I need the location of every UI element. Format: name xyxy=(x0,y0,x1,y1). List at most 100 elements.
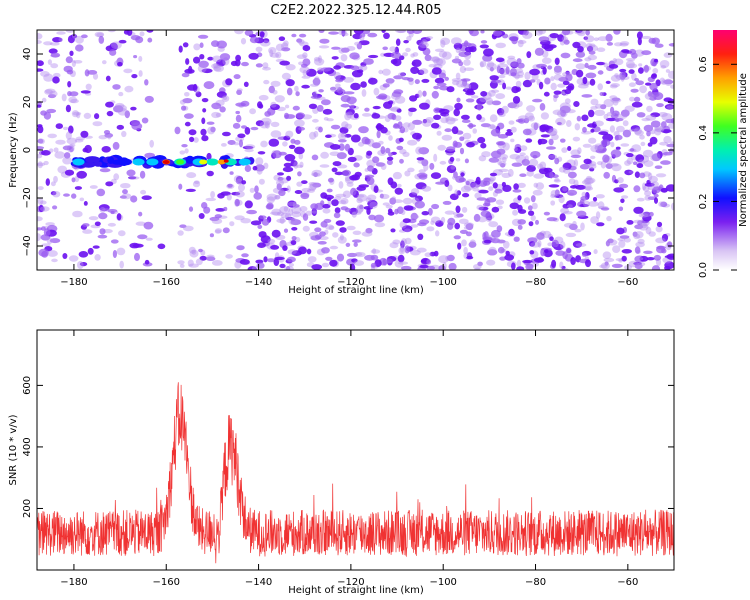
spectrogram-cell xyxy=(41,150,51,156)
spectrogram-cell xyxy=(270,52,280,58)
spectrogram-cell xyxy=(201,135,209,142)
spectrogram-cell xyxy=(211,63,220,69)
spectrogram-cell xyxy=(562,80,570,86)
spectrogram-cell xyxy=(489,172,498,177)
spectrogram-cell xyxy=(249,108,256,115)
spectrogram-cell xyxy=(283,162,293,168)
spectrogram-cell xyxy=(247,266,258,270)
spectrogram-cell xyxy=(402,122,411,128)
spectrogram-cell xyxy=(634,263,643,270)
spectrogram-cell xyxy=(606,215,612,222)
spectrogram-cell xyxy=(646,257,655,261)
spectrogram-cell xyxy=(630,88,639,93)
spectrogram-cell xyxy=(216,91,227,98)
spectrogram-cell xyxy=(65,56,73,64)
spectrogram-cell xyxy=(453,235,461,240)
spectrogram-cell xyxy=(599,92,605,96)
spectrogram-cell xyxy=(322,203,331,209)
spectrogram-cell xyxy=(666,253,674,260)
y-tick-label: −40 xyxy=(22,235,33,256)
spectrogram-cell xyxy=(595,211,601,219)
spectrogram-cell xyxy=(291,206,302,215)
spectrogram-cell xyxy=(135,36,144,44)
spectrogram-cell xyxy=(404,228,411,233)
spectrogram-cell xyxy=(465,223,474,231)
spectrogram-cell xyxy=(418,147,430,155)
spectrogram-cell xyxy=(47,133,57,139)
spectrogram-cell xyxy=(49,90,58,98)
spectrogram-cell xyxy=(455,72,461,80)
spectrogram-cell xyxy=(410,188,420,195)
snr-frame xyxy=(36,329,675,571)
spectrogram-cell xyxy=(330,124,341,130)
colorbar-tick-label: 0.6 xyxy=(698,56,709,72)
spectrogram-cell xyxy=(630,125,641,132)
spectrogram-cell xyxy=(511,262,516,270)
spectrogram-cell xyxy=(272,90,278,95)
spectrogram-cell xyxy=(270,101,277,108)
spectrogram-cell xyxy=(188,206,194,212)
spectrogram-cell xyxy=(362,113,372,117)
spectrogram-cell xyxy=(573,179,579,187)
spectrogram-cell xyxy=(124,110,130,119)
spectrogram-cell xyxy=(201,68,213,74)
spectrogram-cell xyxy=(451,58,462,64)
spectrogram-cell xyxy=(344,207,351,213)
spectrogram-cell xyxy=(140,189,147,195)
spectrogram-cell xyxy=(299,161,304,168)
spectrogram-cell xyxy=(533,257,545,263)
spectrogram-cell xyxy=(588,137,597,144)
spectrogram-cell xyxy=(88,216,99,221)
spectrogram-cell xyxy=(364,107,370,112)
spectrogram-cell xyxy=(634,224,644,230)
spectrogram-cell xyxy=(489,75,499,81)
spectrogram-cell xyxy=(390,228,396,233)
spectrogram-cell xyxy=(229,171,234,175)
spectrogram-cell xyxy=(62,126,69,131)
y-tick-label: 200 xyxy=(22,499,33,518)
spectrogram-cell xyxy=(640,141,646,147)
spectrogram-cell xyxy=(617,113,628,120)
spectrogram-cell xyxy=(372,156,380,164)
spectrogram-cell xyxy=(561,147,568,153)
spectrogram-cell xyxy=(379,193,390,200)
spectrogram-cell xyxy=(421,185,432,192)
spectrogram-cell xyxy=(498,153,509,160)
spectrogram-cell xyxy=(661,121,667,129)
spectrogram-cell xyxy=(640,211,652,217)
spectrogram-cell xyxy=(193,180,200,184)
spectrogram-cell xyxy=(459,229,468,234)
spectrogram-cell xyxy=(138,70,143,77)
spectrogram-cell xyxy=(62,253,68,259)
spectrogram-cell xyxy=(37,124,43,128)
spectrogram-cell xyxy=(577,84,589,89)
spectrogram-cell xyxy=(139,31,145,37)
spectrogram-cell xyxy=(635,80,644,86)
spectrogram-cell xyxy=(522,79,533,88)
spectrogram-cell xyxy=(662,151,673,156)
spectrogram-cell xyxy=(580,222,585,231)
spectrogram-cell xyxy=(259,121,269,129)
spectrogram-cell xyxy=(448,118,459,122)
spectrogram-cell xyxy=(392,171,402,180)
spectrogram-cell xyxy=(113,173,120,181)
spectrogram-cell xyxy=(442,51,452,60)
spectrogram-cell xyxy=(590,98,599,106)
spectrogram-cell xyxy=(509,154,521,160)
spectrogram-cell xyxy=(283,135,291,141)
spectrogram-cell xyxy=(526,105,536,113)
spectrogram-cell xyxy=(206,170,214,177)
spectrogram-cell xyxy=(288,263,294,267)
spectrogram-cell xyxy=(263,256,268,263)
spectrogram-cell xyxy=(618,240,626,248)
spectrogram-cell xyxy=(341,121,349,129)
spectrogram-cell xyxy=(37,162,46,167)
spectrogram-cell xyxy=(572,240,583,248)
spectrogram-cell xyxy=(337,236,347,244)
spectrogram-cell xyxy=(372,248,377,255)
spectrogram-cell xyxy=(312,182,322,188)
spectrogram-cell xyxy=(98,212,108,220)
spectrogram-cell xyxy=(216,40,227,49)
spectrogram-cell xyxy=(346,225,356,231)
spectrogram-cell xyxy=(463,59,471,66)
